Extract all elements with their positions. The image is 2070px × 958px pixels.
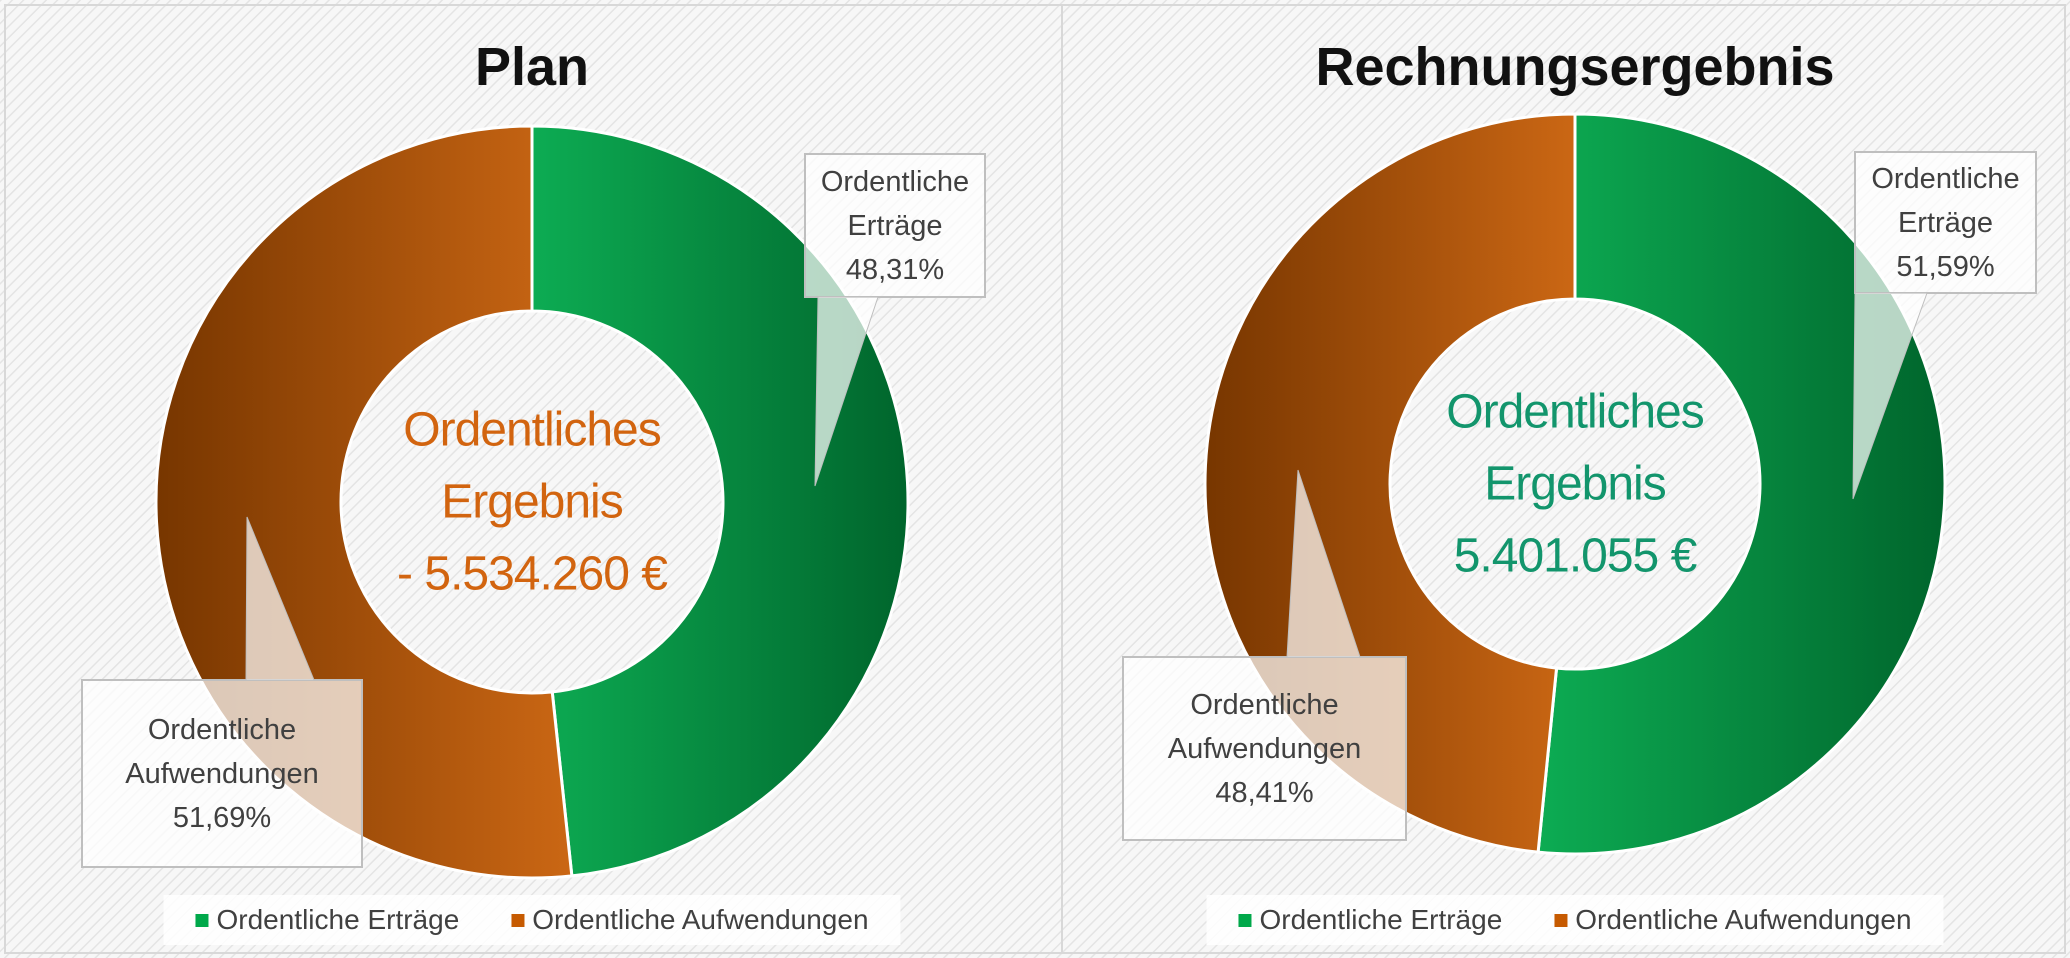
- legend-label: Ordentliche Aufwendungen: [532, 904, 869, 935]
- callout-pointer: [814, 296, 879, 487]
- legend-item: Ordentliche Erträge: [1238, 904, 1502, 936]
- callout-box: [804, 153, 986, 298]
- chart-title: Plan: [474, 37, 590, 97]
- callout-label: Ordentliche Erträge 51,59%: [1855, 152, 2036, 293]
- center-annotation: 5.401.055 €: [1453, 529, 1698, 583]
- legend-swatch: [1554, 913, 1568, 927]
- callout-category: Ordentliche Erträge: [820, 165, 970, 242]
- center-annotation: Ergebnis: [1484, 457, 1666, 511]
- callout-category: Ordentliche Aufwendungen: [125, 713, 319, 790]
- callout-label: Ordentliche Aufwendungen 48,41%: [1123, 657, 1406, 840]
- callout-label: Ordentliche Erträge 48,31%: [805, 154, 985, 297]
- legend-label: Ordentliche Aufwendungen: [1575, 904, 1912, 935]
- callout-pointer: [1852, 292, 1928, 500]
- callout-pointer: [245, 516, 315, 681]
- callout-value: 48,41%: [1215, 776, 1314, 809]
- center-annotation: Ergebnis: [441, 475, 623, 529]
- callout-category: Ordentliche Aufwendungen: [1167, 688, 1362, 765]
- legend-swatch: [511, 913, 525, 927]
- callout-value: 48,31%: [845, 253, 945, 286]
- callout-value: 51,59%: [1896, 250, 1995, 283]
- callout-box: [1122, 656, 1407, 841]
- legend-swatch: [195, 913, 209, 927]
- callout-box: [1854, 151, 2037, 294]
- chart-title: Rechnungsergebnis: [1315, 37, 1835, 97]
- legend-item: Ordentliche Aufwendungen: [511, 904, 869, 936]
- legend-swatch: [1238, 913, 1252, 927]
- legend-label: Ordentliche Erträge: [216, 904, 460, 935]
- legend-item: Ordentliche Erträge: [195, 904, 459, 936]
- callout-box: [81, 679, 363, 868]
- center-annotation: Ordentliches: [403, 403, 661, 457]
- legend-item: Ordentliche Aufwendungen: [1554, 904, 1912, 936]
- legend: Ordentliche Erträge Ordentliche Aufwendun…: [1206, 895, 1944, 945]
- callout-value: 51,69%: [172, 801, 272, 834]
- callout-category: Ordentliche Erträge: [1871, 162, 2020, 239]
- legend: Ordentliche Erträge Ordentliche Aufwendun…: [163, 895, 901, 945]
- center-annotation: Ordentliches: [1446, 385, 1704, 439]
- center-annotation: - 5.534.260 €: [397, 547, 668, 601]
- legend-label: Ordentliche Erträge: [1259, 904, 1503, 935]
- callout-pointer: [1286, 469, 1361, 658]
- callout-label: Ordentliche Aufwendungen 51,69%: [82, 680, 362, 867]
- frame: [4, 4, 2066, 954]
